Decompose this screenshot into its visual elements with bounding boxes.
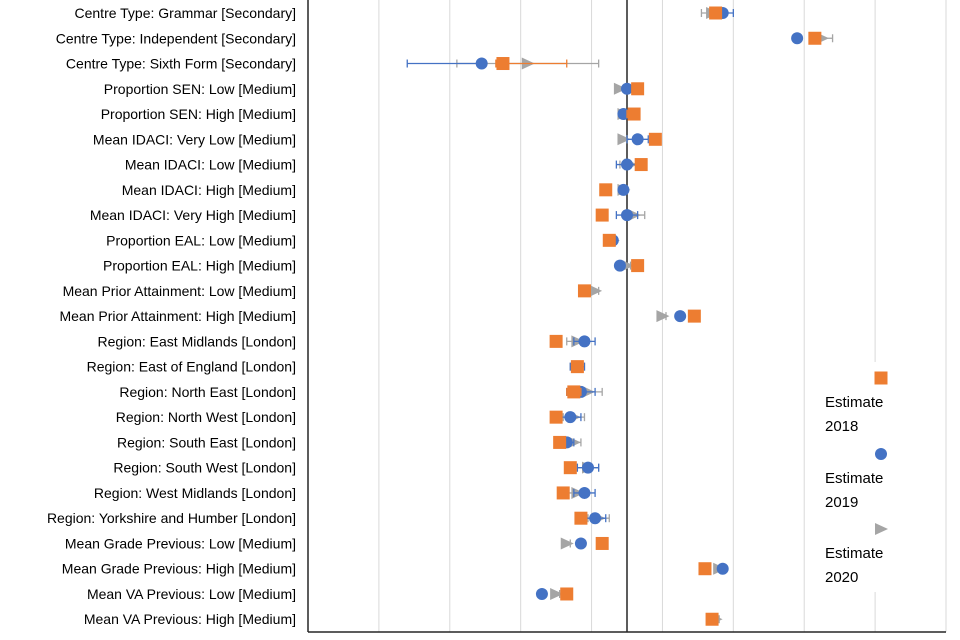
estimate-2018-point	[549, 334, 563, 348]
estimate-2019-point	[574, 537, 587, 550]
estimate-2018-point	[709, 6, 723, 20]
estimate-2018-point	[687, 309, 701, 323]
estimate-2019-point	[791, 32, 804, 45]
estimate-2018-point	[631, 82, 645, 96]
legend-box	[812, 362, 922, 592]
category-labels: Centre Type: Grammar [Secondary] Centre T…	[47, 5, 296, 627]
estimate-2018-point	[553, 435, 567, 449]
estimate-2018-point	[549, 410, 563, 424]
category-label: Proportion EAL: High [Medium]	[103, 258, 296, 274]
estimate-2019-point	[621, 82, 633, 95]
estimate-2019-point	[621, 158, 633, 171]
estimate-2020-point	[550, 587, 564, 600]
chart-marks	[406, 6, 834, 626]
category-label: Region: South East [London]	[117, 434, 296, 450]
estimate-2019-point	[564, 411, 577, 424]
category-label: Centre Type: Sixth Form [Secondary]	[66, 56, 296, 72]
category-label: Region: West Midlands [London]	[94, 485, 296, 501]
legend-label: 2019	[825, 494, 858, 511]
category-label: Mean Grade Previous: High [Medium]	[62, 561, 296, 577]
estimate-2018-point	[602, 233, 616, 247]
category-label: Mean Prior Attainment: Low [Medium]	[63, 283, 296, 299]
category-label: Region: North West [London]	[116, 409, 296, 425]
estimate-2019-point	[589, 512, 602, 525]
category-label: Region: North East [London]	[119, 384, 296, 400]
legend-marker-estimate-2020	[875, 523, 888, 535]
legend-marker-estimate-2019	[875, 448, 887, 460]
category-label: Mean IDACI: High [Medium]	[122, 182, 296, 198]
estimate-2019-point	[674, 310, 687, 323]
estimate-2019-point	[621, 209, 633, 222]
estimate-2018-point	[556, 486, 570, 500]
category-label: Centre Type: Independent [Secondary]	[56, 30, 296, 46]
estimate-2018-point	[634, 158, 648, 172]
estimate-2018-point	[574, 511, 588, 525]
legend-label: Estimate	[825, 545, 883, 562]
category-label: Proportion SEN: High [Medium]	[101, 106, 296, 122]
category-label: Mean Grade Previous: Low [Medium]	[65, 535, 296, 551]
estimate-2018-point	[599, 183, 613, 197]
estimate-2018-point	[808, 31, 822, 45]
estimate-2018-point	[595, 536, 609, 550]
estimate-2019-point	[535, 587, 548, 600]
estimate-2018-point	[595, 208, 609, 222]
estimate-2019-point	[582, 461, 595, 474]
category-label: Mean IDACI: Low [Medium]	[125, 157, 296, 173]
estimate-2018-point	[627, 107, 641, 121]
legend: Estimate 2018 Estimate 2019 Estimate 2020	[812, 362, 922, 592]
category-label: Proportion SEN: Low [Medium]	[104, 81, 296, 97]
estimate-2020-point	[560, 537, 574, 550]
estimate-2019-point	[475, 57, 488, 70]
estimate-2019-point	[716, 562, 729, 575]
estimate-2019-point	[578, 335, 591, 348]
category-label: Region: East Midlands [London]	[98, 333, 296, 349]
category-label: Region: East of England [London]	[87, 359, 296, 375]
estimate-2019-point	[613, 259, 626, 272]
legend-marker-estimate-2018	[874, 371, 888, 385]
estimate-2018-point	[648, 132, 662, 146]
estimate-2020-point	[589, 284, 603, 297]
estimate-2020-point	[617, 133, 631, 146]
category-label: Mean VA Previous: Low [Medium]	[87, 586, 296, 602]
estimate-2018-point	[577, 284, 591, 298]
category-label: Centre Type: Grammar [Secondary]	[75, 5, 297, 21]
legend-label: 2018	[825, 418, 858, 435]
category-label: Mean IDACI: Very High [Medium]	[90, 207, 296, 223]
estimate-2018-point	[560, 587, 574, 601]
estimate-2018-point	[496, 57, 510, 71]
estimate-2018-point	[698, 562, 712, 576]
estimate-2019-point	[617, 183, 630, 196]
estimate-2020-point	[613, 82, 627, 95]
estimate-2018-point	[567, 385, 581, 399]
estimate-2019-point	[631, 133, 644, 146]
category-label: Mean IDACI: Very Low [Medium]	[93, 131, 296, 147]
estimate-2019-point	[578, 486, 591, 499]
category-label: Mean Prior Attainment: High [Medium]	[59, 308, 296, 324]
estimate-2020-point	[656, 310, 670, 323]
estimate-2018-point	[570, 360, 584, 374]
legend-label: Estimate	[825, 470, 883, 487]
category-label: Proportion EAL: Low [Medium]	[106, 232, 296, 248]
estimate-2018-point	[631, 259, 645, 273]
estimate-2018-point	[705, 612, 719, 626]
category-label: Region: Yorkshire and Humber [London]	[47, 510, 296, 526]
legend-label: Estimate	[825, 394, 883, 411]
category-label: Mean VA Previous: High [Medium]	[84, 611, 296, 627]
legend-label: 2020	[825, 569, 858, 586]
estimate-2018-point	[563, 461, 577, 475]
category-label: Region: South West [London]	[113, 460, 296, 476]
